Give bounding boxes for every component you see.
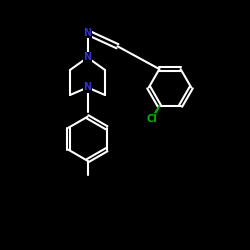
Text: N: N [84,28,92,38]
Text: N: N [84,52,92,62]
Text: Cl: Cl [146,114,157,124]
Text: N: N [84,82,92,92]
